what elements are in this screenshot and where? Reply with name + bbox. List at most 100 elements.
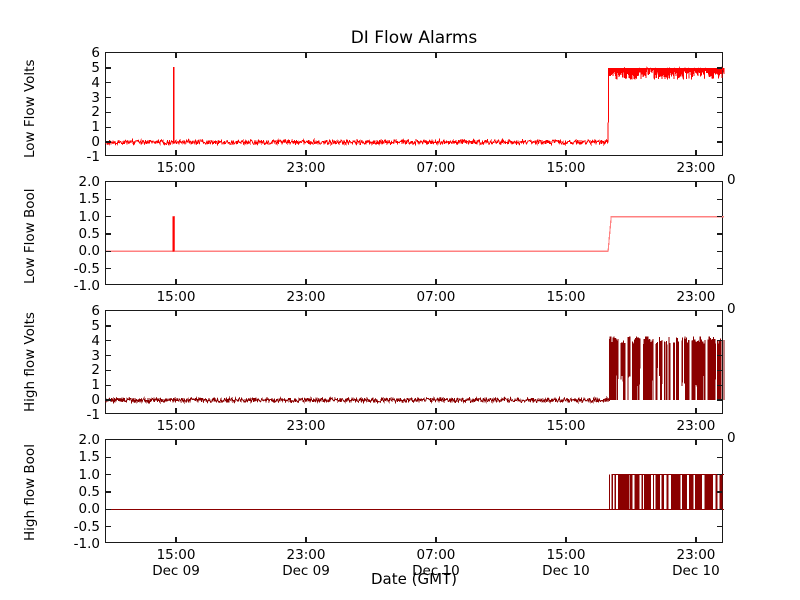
subplot-0-ytick-mark-right	[717, 96, 722, 99]
subplot-2-xtick-mark	[565, 408, 567, 413]
subplot-2-xtick-mark-top	[565, 311, 567, 316]
subplot-1-xtick-mark	[175, 279, 177, 284]
subplot-2-ytick-mark-right	[717, 399, 722, 401]
subplot-0-ytick-mark-right	[717, 67, 722, 69]
subplot-2-ytick-mark-right	[717, 354, 722, 357]
subplot-0-ytick-label: 0	[91, 134, 100, 151]
subplot-0-ytick-label: 5	[91, 59, 100, 76]
subplot-3-xtick-mark-top	[305, 440, 307, 445]
subplot-2-xtick-label: 23:00	[286, 418, 326, 434]
subplot-0-xtick-label: 15:00	[546, 160, 586, 176]
subplot-2-ytick-label: 3	[91, 347, 100, 364]
subplot-1-xtick-mark	[435, 279, 437, 284]
subplot-1-xtick-mark-top	[435, 182, 437, 187]
subplot-1-ytick-label: 1.0	[78, 208, 100, 225]
subplot-high-flow-bool[interactable]: -1.0 -0.5 0.0 0.5 1.0 1.5 2.0 15:00 Dec 09 23:00 D…	[74, 432, 724, 579]
subplot-2-ylabel: High flow Volts	[22, 312, 38, 412]
subplot-3-xtick-mark	[565, 537, 567, 542]
subplot-2-ytick-mark	[106, 384, 111, 386]
subplot-2-xtick-mark-top	[305, 311, 307, 316]
subplot-2-xtick-label: 15:00	[546, 418, 586, 434]
subplot-3-ytick-mark-right	[717, 456, 722, 459]
subplot-2-xtick-mark	[695, 408, 697, 413]
subplot-0-xtick-mark	[565, 150, 567, 155]
subplot-3-xtick-label: 15:00 Dec 09	[152, 547, 200, 579]
subplot-3-xtick-mark	[695, 537, 697, 542]
subplot-2-plot-area	[105, 336, 725, 405]
subplot-1-xtick-label: 07:00	[416, 289, 456, 305]
subplot-2-ytick-label: 4	[91, 332, 100, 349]
subplot-3-ytick-mark	[106, 473, 111, 476]
subplot-low-flow-volts[interactable]: -1 0 1 2 3 4 5 6 15:00 23:00 07:00 15:00 23:00	[87, 45, 725, 176]
subplot-3-ytick-label: 2.0	[78, 432, 100, 448]
subplot-2-ytick-label: -1	[86, 407, 100, 423]
subplot-0-ytick-mark-right	[717, 126, 722, 128]
subplot-2-ytick-mark-right	[717, 369, 722, 372]
subplot-0-ytick-mark	[106, 67, 111, 69]
subplot-2-xtick-mark-top	[175, 311, 177, 316]
x-axis-label: Date (GMT)	[370, 570, 458, 588]
subplot-0-xtick-mark-top	[435, 53, 437, 58]
subplot-0-plot-area	[105, 65, 725, 147]
subplot-0-overflow-tick: 0	[727, 172, 736, 188]
subplot-3-xtick-mark	[175, 537, 177, 542]
subplot-1-xtick-mark	[565, 279, 567, 284]
chart-title: DI Flow Alarms	[350, 28, 478, 48]
subplot-3-ytick-label: 0.0	[78, 501, 100, 518]
subplot-0-ytick-mark	[106, 126, 111, 128]
subplot-0-xtick-mark-top	[305, 53, 307, 58]
subplot-1-xtick-mark-top	[565, 182, 567, 187]
subplot-1-ytick-mark	[106, 267, 111, 270]
subplot-0-xtick-mark	[435, 150, 437, 155]
subplot-0-xtick-mark-top	[695, 53, 697, 58]
subplot-low-flow-bool[interactable]: -1.0 -0.5 0.0 0.5 1.0 1.5 2.0 15:00 23:00 07:00 15…	[74, 174, 724, 305]
subplot-1-ytick-mark-right	[717, 233, 722, 235]
subplot-1-xtick-label: 15:00	[546, 289, 586, 305]
subplot-3-xtick-mark-top	[435, 440, 437, 445]
subplot-3-xtick-mark-top	[565, 440, 567, 445]
subplot-1-xtick-label: 15:00	[156, 289, 196, 305]
subplot-2-trace	[609, 336, 725, 401]
subplot-2-xtick-mark	[305, 408, 307, 413]
subplot-1-xtick-mark	[695, 279, 697, 284]
subplot-1-ytick-mark-right	[717, 250, 722, 253]
subplot-3-ytick-label: -1.0	[73, 536, 100, 552]
subplot-3-xtick-mark-top	[695, 440, 697, 445]
subplot-1-ytick-mark	[106, 233, 111, 235]
subplot-0-trace	[607, 65, 725, 143]
subplot-0-ytick-mark-right	[717, 111, 722, 114]
subplot-1-ylabel: Low Flow Bool	[22, 188, 38, 284]
subplot-0-ytick-label: 6	[91, 45, 100, 61]
subplot-1-trace	[106, 216, 724, 252]
subplot-2-ytick-mark-right	[717, 340, 722, 342]
subplot-1-overflow-tick: 0	[727, 301, 736, 317]
subplot-0-trace	[105, 137, 609, 147]
subplot-2-xtick-mark-top	[435, 311, 437, 316]
subplot-2-xtick-label: 07:00	[416, 418, 456, 434]
subplot-1-xtick-label: 23:00	[286, 289, 326, 305]
subplot-3-ytick-label: 0.5	[78, 484, 100, 500]
subplot-2-xtick-label: 15:00	[156, 418, 196, 434]
subplot-2-xtick-mark	[435, 408, 437, 413]
subplot-2-ytick-mark	[106, 369, 111, 372]
subplot-1-ytick-label: -0.5	[73, 260, 100, 277]
subplot-1-ytick-mark-right	[717, 215, 722, 218]
subplot-2-overflow-tick: 0	[727, 430, 736, 446]
subplot-high-flow-volts[interactable]: -1 0 1 2 3 4 5 6 15:00 23:00 07:00 15:00 23:00	[87, 303, 725, 434]
subplot-3-ylabel: High flow Bool	[22, 444, 38, 541]
subplot-0-ytick-mark-right	[717, 141, 722, 143]
subplot-3-ytick-label: -0.5	[73, 518, 100, 535]
subplot-2-ytick-label: 0	[91, 392, 100, 409]
subplot-1-ytick-mark	[106, 250, 111, 253]
subplot-1-ytick-label: -1.0	[73, 278, 100, 294]
subplot-0-xtick-label: 15:00	[156, 160, 196, 176]
subplot-0-xtick-mark	[305, 150, 307, 155]
subplot-1-ytick-label: 0.0	[78, 243, 100, 260]
subplot-0-xtick-label: 23:00	[676, 160, 716, 176]
subplot-1-ytick-label: 1.5	[78, 191, 100, 208]
subplot-1-ytick-label: 2.0	[78, 174, 100, 190]
subplot-0-ytick-mark	[106, 82, 111, 84]
subplot-2-ytick-mark	[106, 325, 111, 327]
subplot-0-xtick-mark-top	[565, 53, 567, 58]
subplot-3-ytick-mark	[106, 525, 111, 528]
